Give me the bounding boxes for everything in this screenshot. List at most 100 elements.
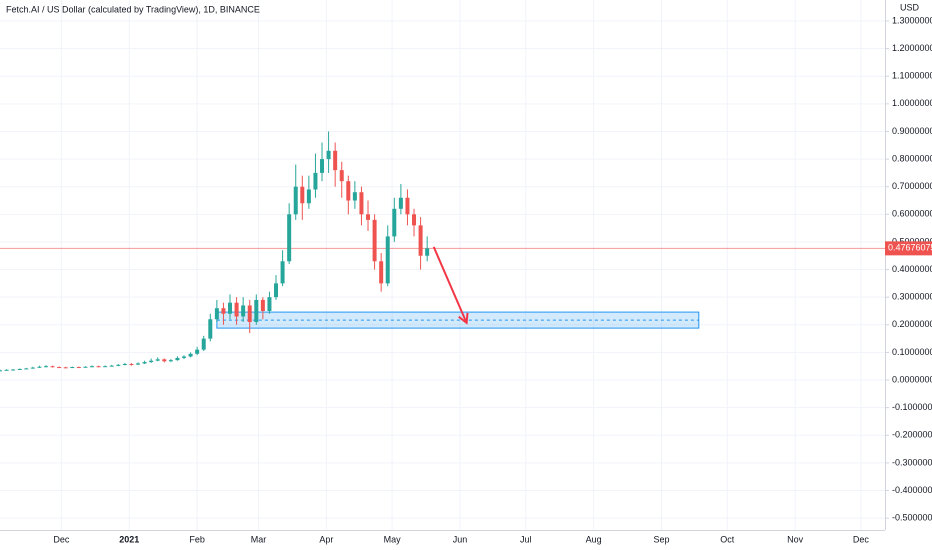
y-tick-label: 0.70000000 (892, 181, 932, 191)
candle-body (149, 360, 154, 363)
candle-body (11, 369, 16, 371)
x-tick-label: Aug (586, 534, 602, 544)
candle-body (116, 364, 121, 366)
candle-body (136, 363, 141, 365)
candle-body (188, 353, 193, 357)
candle-body (352, 192, 357, 201)
candle-body (4, 369, 9, 371)
candle-body (70, 367, 75, 369)
candle-body (339, 170, 344, 182)
candle-body (254, 299, 259, 323)
x-tick-label: Mar (251, 534, 267, 544)
y-tick-label: 0.50000000 (892, 236, 932, 246)
candle-body (346, 181, 351, 201)
candle-body (24, 368, 29, 370)
candle-body (201, 338, 206, 350)
candle-body (96, 366, 101, 368)
y-tick-label: -0.50000000 (892, 512, 932, 522)
candle-body (17, 368, 22, 370)
candle-body (168, 360, 173, 362)
candle-body (162, 359, 167, 362)
candle-body (234, 302, 239, 317)
candle-body (103, 366, 108, 368)
y-tick-label: 1.30000000 (892, 15, 932, 25)
candle-body (175, 357, 180, 361)
y-tick-label: 0.20000000 (892, 319, 932, 329)
candle-body (142, 362, 147, 364)
y-tick-label: 0.30000000 (892, 292, 932, 302)
candle-body (155, 359, 160, 361)
y-tick-label: 1.10000000 (892, 71, 932, 81)
y-axis-label: USD (900, 2, 920, 12)
candle-body (333, 150, 338, 171)
candle-body (418, 225, 423, 256)
x-tick-label: Dec (53, 534, 70, 544)
y-tick-label: 0.40000000 (892, 264, 932, 274)
arrow-head (458, 312, 469, 325)
y-tick-label: 1.20000000 (892, 43, 932, 53)
candle-body (267, 297, 272, 311)
y-tick-label: -0.10000000 (892, 402, 932, 412)
candle-body (30, 367, 35, 369)
x-tick-label: Nov (787, 534, 804, 544)
candle-body (260, 299, 265, 311)
candle-body (372, 219, 377, 262)
candle-body (379, 261, 384, 284)
x-tick-label: Feb (189, 534, 205, 544)
candle-body (412, 214, 417, 226)
y-tick-label: 1.00000000 (892, 98, 932, 108)
x-tick-label: Sep (654, 534, 670, 544)
x-tick-label: May (384, 534, 402, 544)
x-tick-label: Apr (319, 534, 333, 544)
y-tick-label: 0.10000000 (892, 347, 932, 357)
candle-body (313, 172, 318, 190)
candle-body (287, 214, 292, 262)
candle-body (214, 308, 219, 320)
x-tick-label: Jul (520, 534, 532, 544)
candle-body (385, 236, 390, 284)
candle-body (405, 197, 410, 215)
candle-body (195, 349, 200, 354)
current-price-label: 0.47676075 (888, 243, 932, 253)
candle-body (366, 214, 371, 220)
x-tick-label: Dec (853, 534, 870, 544)
y-tick-label: 0.80000000 (892, 153, 932, 163)
candle-body (63, 367, 68, 369)
candle-body (182, 356, 187, 358)
candle-body (109, 365, 114, 367)
x-tick-label: Jun (453, 534, 468, 544)
candle-body (208, 319, 213, 339)
candle-body (398, 197, 403, 209)
chart-title: Fetch.AI / US Dollar (calculated by Trad… (6, 4, 260, 14)
candle-body (425, 248, 430, 256)
candle-body (0, 370, 2, 372)
candle-body (326, 150, 331, 160)
candle-body (359, 192, 364, 215)
y-tick-label: 0.00000000 (892, 374, 932, 384)
arrow-line (432, 246, 468, 324)
candle-body (90, 366, 95, 368)
candle-body (241, 305, 246, 317)
candle-body (274, 283, 279, 298)
candle-body (83, 366, 88, 368)
candle-body (76, 367, 81, 369)
candle-body (306, 189, 311, 204)
candle-body (129, 364, 134, 366)
candle-body (247, 305, 252, 323)
candle-body (293, 186, 298, 215)
candle-body (320, 159, 325, 173)
y-tick-label: -0.20000000 (892, 430, 932, 440)
candle-body (392, 208, 397, 237)
y-tick-label: 0.60000000 (892, 209, 932, 219)
current-price-box (885, 241, 932, 256)
candle-body (37, 366, 42, 368)
y-tick-label: 0.90000000 (892, 126, 932, 136)
y-tick-label: -0.40000000 (892, 485, 932, 495)
candle-body (122, 364, 127, 366)
candle-body (57, 367, 62, 369)
candle-body (280, 261, 285, 284)
x-tick-label: 2021 (119, 534, 139, 544)
x-tick-label: Oct (720, 534, 735, 544)
candle-body (44, 366, 49, 368)
